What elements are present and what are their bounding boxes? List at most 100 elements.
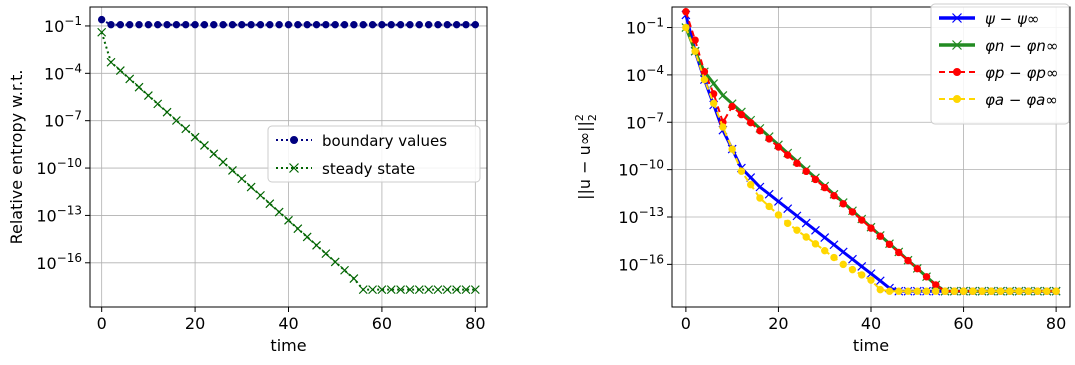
data-point bbox=[728, 145, 736, 153]
data-point bbox=[691, 47, 699, 55]
data-point bbox=[386, 285, 396, 295]
data-point bbox=[302, 232, 312, 242]
legend-marker bbox=[290, 136, 298, 144]
data-point bbox=[191, 20, 199, 29]
data-point bbox=[830, 191, 838, 200]
data-point bbox=[162, 107, 172, 117]
data-point bbox=[368, 20, 377, 29]
data-point bbox=[783, 151, 792, 159]
data-point bbox=[340, 265, 349, 275]
y-axis-label: Relative entropy w.r.t. bbox=[7, 70, 26, 245]
data-point bbox=[987, 287, 996, 295]
data-point bbox=[755, 182, 765, 192]
x-tick-label: 40 bbox=[278, 314, 298, 333]
data-point bbox=[377, 285, 387, 295]
data-point bbox=[875, 276, 885, 286]
data-point bbox=[821, 246, 829, 255]
data-point bbox=[765, 135, 773, 143]
data-point bbox=[867, 224, 875, 232]
y-tick-label: 10−13 bbox=[36, 203, 82, 225]
series-1 bbox=[97, 15, 480, 29]
data-point bbox=[718, 90, 728, 100]
data-point bbox=[144, 20, 153, 29]
data-point bbox=[932, 287, 940, 295]
data-point bbox=[284, 215, 293, 225]
data-point bbox=[182, 20, 190, 29]
legend-box bbox=[267, 125, 481, 183]
data-point bbox=[461, 285, 471, 295]
data-point bbox=[978, 287, 986, 295]
data-point bbox=[172, 20, 181, 29]
data-point bbox=[876, 232, 884, 240]
data-point bbox=[848, 254, 857, 264]
data-point bbox=[848, 265, 857, 274]
data-point bbox=[322, 20, 330, 29]
x-axis-label: time bbox=[270, 336, 306, 355]
data-point bbox=[171, 116, 181, 125]
data-point bbox=[728, 102, 736, 111]
data-point bbox=[765, 202, 773, 211]
data-point bbox=[996, 287, 1005, 295]
data-point bbox=[774, 143, 783, 151]
data-point bbox=[820, 233, 830, 242]
data-point bbox=[922, 287, 931, 295]
data-point bbox=[293, 224, 303, 234]
data-point bbox=[1043, 287, 1051, 295]
x-tick-label: 20 bbox=[768, 314, 788, 333]
data-point bbox=[709, 99, 718, 108]
legend: boundary values steady state bbox=[267, 125, 481, 183]
data-point bbox=[866, 269, 876, 279]
data-point bbox=[154, 20, 162, 29]
legend-marker bbox=[289, 163, 299, 173]
data-point bbox=[904, 256, 912, 265]
data-point bbox=[746, 118, 755, 127]
data-point bbox=[867, 276, 875, 284]
data-point bbox=[247, 20, 255, 29]
data-point bbox=[442, 285, 452, 295]
data-point bbox=[181, 124, 191, 134]
data-point bbox=[462, 20, 470, 29]
data-point bbox=[452, 285, 462, 295]
data-point bbox=[885, 287, 894, 295]
x-tick-label: 40 bbox=[861, 314, 881, 333]
data-point bbox=[143, 91, 153, 100]
data-point bbox=[783, 219, 792, 228]
data-point bbox=[331, 20, 339, 29]
data-point bbox=[266, 20, 274, 29]
data-point bbox=[321, 249, 331, 259]
data-point bbox=[774, 197, 783, 206]
legend-marker bbox=[952, 13, 962, 23]
data-point bbox=[829, 240, 839, 250]
data-point bbox=[106, 57, 116, 67]
data-point bbox=[959, 287, 968, 295]
legend-label: φa − φa∞ bbox=[985, 91, 1058, 109]
data-point bbox=[682, 23, 690, 32]
data-point bbox=[358, 285, 368, 295]
data-point bbox=[443, 20, 451, 29]
series-4 bbox=[682, 23, 1060, 295]
data-point bbox=[294, 20, 302, 29]
data-point bbox=[415, 20, 423, 29]
data-point bbox=[219, 20, 227, 29]
data-point bbox=[774, 211, 783, 219]
y-tick-label: 10−4 bbox=[44, 61, 82, 83]
data-point bbox=[163, 20, 171, 29]
data-point bbox=[153, 99, 163, 109]
data-point bbox=[1006, 287, 1014, 295]
data-point bbox=[1015, 287, 1023, 295]
y-tick-label: 10−13 bbox=[618, 205, 664, 227]
data-point bbox=[719, 123, 727, 131]
data-point bbox=[1024, 287, 1033, 295]
x-tick-label: 60 bbox=[372, 314, 392, 333]
legend-marker bbox=[953, 95, 961, 103]
data-point bbox=[746, 180, 755, 189]
data-point bbox=[424, 285, 434, 295]
y-tick-label: 10−4 bbox=[626, 63, 664, 85]
data-point bbox=[275, 20, 283, 29]
data-point bbox=[885, 240, 894, 249]
data-point bbox=[858, 216, 866, 224]
data-point bbox=[115, 66, 125, 76]
y-axis-label: ||u − u∞||22 bbox=[573, 114, 599, 200]
data-point bbox=[950, 287, 959, 295]
data-point bbox=[433, 285, 443, 295]
